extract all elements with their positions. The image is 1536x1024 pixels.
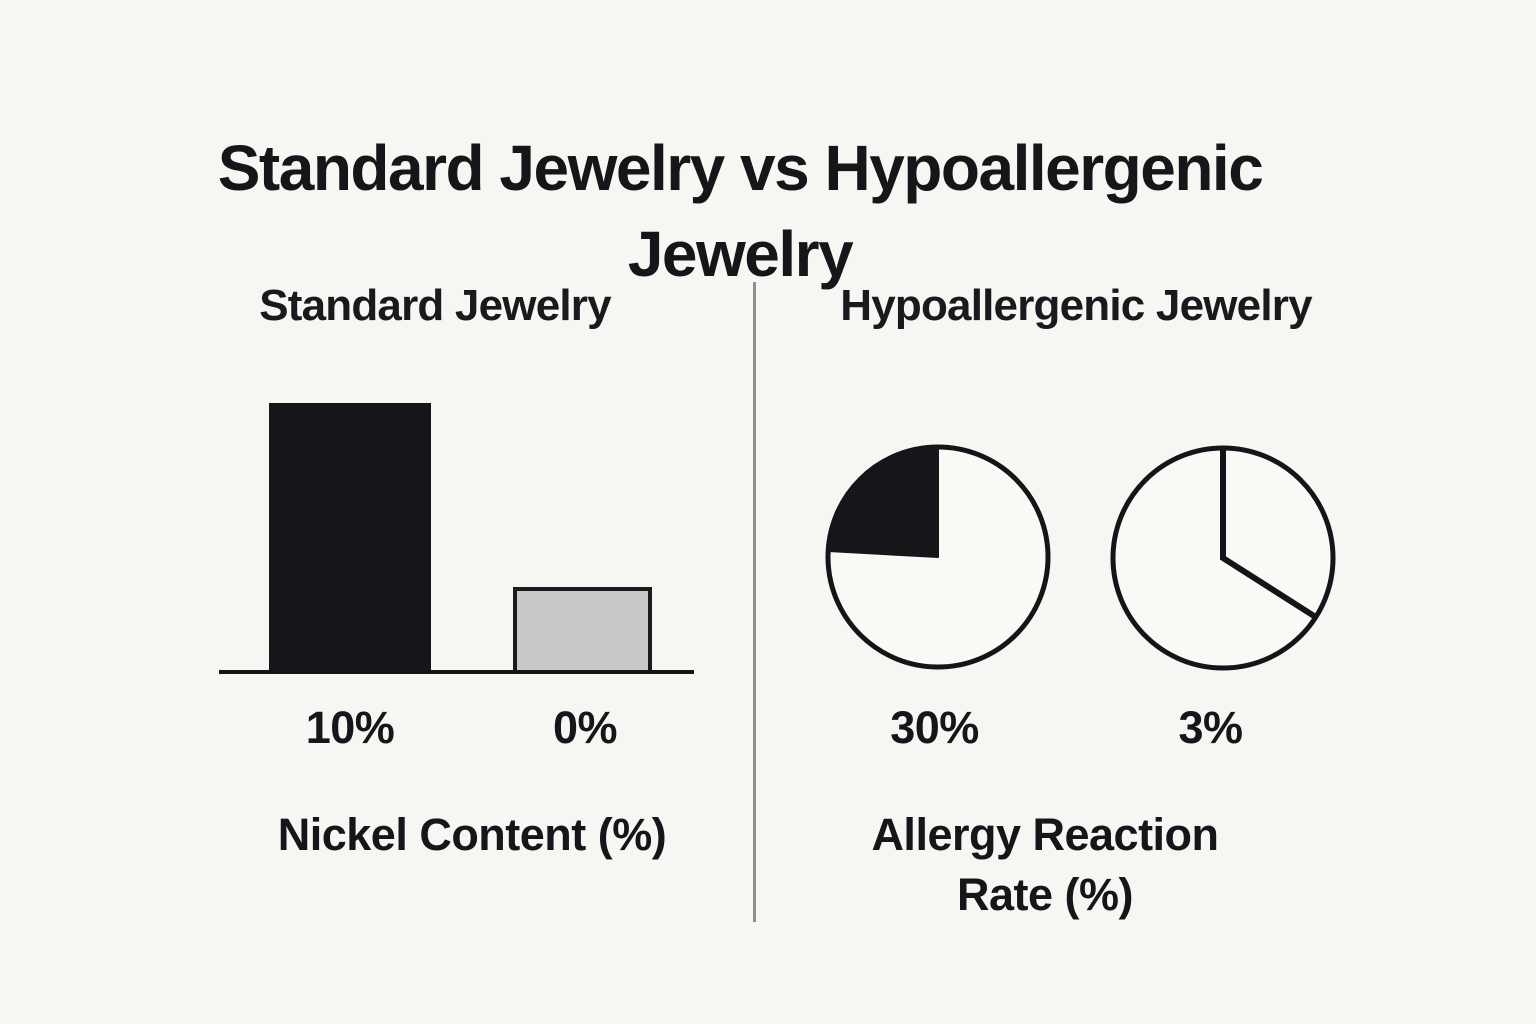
pie-value-label-3: 3% xyxy=(1178,702,1243,753)
bar-nickel-0-percent xyxy=(513,587,652,670)
page-title: Standard Jewelry vs Hypoallergenic Jewel… xyxy=(0,125,1480,297)
right-axis-label-line-1: Allergy Reaction xyxy=(871,809,1219,860)
pie-3-wedge-lines xyxy=(1220,448,1316,619)
pie-value-label-30: 30% xyxy=(890,702,979,753)
pie-chart-30-percent xyxy=(825,444,1051,670)
panel-divider xyxy=(753,282,756,922)
right-panel-header: Hypoallergenic Jewelry xyxy=(840,281,1312,330)
bar-value-label-0: 0% xyxy=(552,702,618,753)
bar-chart-baseline xyxy=(219,670,694,674)
pie-chart-3-percent xyxy=(1110,445,1336,671)
page-title-line-2: Jewelry xyxy=(627,217,854,290)
left-axis-label: Nickel Content (%) xyxy=(277,809,667,860)
pie-30-wedge xyxy=(827,446,939,558)
bar-nickel-10-percent xyxy=(269,403,431,670)
right-axis-label: Allergy Reaction Rate (%) xyxy=(795,805,1295,925)
left-panel-header: Standard Jewelry xyxy=(259,281,611,330)
right-axis-label-line-2: Rate (%) xyxy=(956,869,1134,920)
bar-value-label-10: 10% xyxy=(305,702,395,753)
page-title-line-1: Standard Jewelry vs Hypoallergenic xyxy=(217,131,1264,204)
